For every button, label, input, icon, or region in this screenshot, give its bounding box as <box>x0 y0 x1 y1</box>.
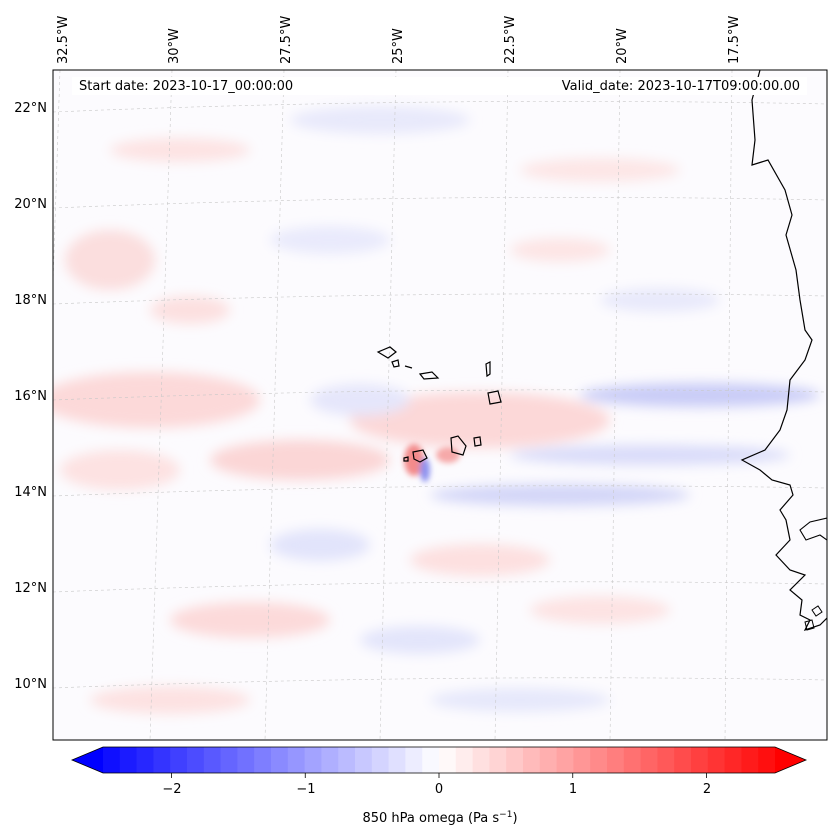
colorbar-tick-label: 2 <box>703 782 711 797</box>
colorbar-cell <box>237 747 255 773</box>
lat-label: 12°N <box>14 581 47 596</box>
colorbar-cell <box>187 747 205 773</box>
colorbar-label-main: 850 hPa omega (Pa s <box>362 811 499 826</box>
africa-coastline <box>740 70 827 632</box>
colorbar-cell <box>371 747 390 773</box>
colorbar-cell <box>254 747 272 773</box>
colorbar-tick-label: −1 <box>296 782 315 797</box>
colorbar-outline <box>70 746 808 774</box>
colorbar-cell <box>573 747 591 773</box>
colorbar-cell <box>489 747 507 773</box>
lat-label: 16°N <box>14 389 47 404</box>
valid-date-text: Valid_date: 2023-10-17T09:00:00.00 <box>562 79 800 94</box>
colorbar-cell <box>271 747 289 773</box>
colorbar-label-exponent: −1 <box>499 810 512 820</box>
colorbar-cell <box>355 747 373 773</box>
colorbar-cell <box>691 747 709 773</box>
colorbar-cell <box>741 747 759 773</box>
lon-label: 25°W <box>391 28 406 64</box>
omega-island-dipole <box>404 444 460 482</box>
colorbar-cell <box>136 747 154 773</box>
coast-islets <box>804 605 823 631</box>
colorbar-cell <box>556 747 574 773</box>
colorbar-cell <box>220 747 238 773</box>
omega-field <box>53 106 820 714</box>
colorbar-extend-min <box>72 747 103 773</box>
colorbar-cell <box>523 747 541 773</box>
colorbar-cell <box>758 747 776 773</box>
colorbar-cell <box>203 747 222 773</box>
colorbar: −2 −1 0 1 2 850 hPa omega (Pa s−1) <box>70 746 808 826</box>
colorbar-cell <box>119 747 138 773</box>
map-panel <box>53 70 827 740</box>
colorbar-cell <box>724 747 742 773</box>
colorbar-cell <box>103 747 121 773</box>
cape-verde-islands <box>376 346 502 463</box>
colorbar-cell <box>405 747 423 773</box>
graticule <box>53 70 827 740</box>
start-date-text: Start date: 2023-10-17_00:00:00 <box>79 79 293 94</box>
colorbar-tick-label: −2 <box>162 782 181 797</box>
colorbar-cell <box>338 747 356 773</box>
colorbar-cell <box>422 747 440 773</box>
colorbar-ticks <box>171 773 707 778</box>
lon-label: 20°W <box>615 28 630 64</box>
colorbar-cell <box>590 747 608 773</box>
colorbar-cell <box>674 747 692 773</box>
lat-label: 18°N <box>14 293 47 308</box>
lon-label: 22.5°W <box>503 16 518 64</box>
colorbar-cell <box>321 747 339 773</box>
header-strip <box>72 77 807 95</box>
colorbar-tick-label: 0 <box>435 782 443 797</box>
coast-bissagos <box>799 517 827 541</box>
colorbar-cell <box>287 747 306 773</box>
colorbar-cell <box>506 747 524 773</box>
colorbar-cell <box>607 747 625 773</box>
colorbar-tick-label: 1 <box>569 782 577 797</box>
lon-label: 17.5°W <box>727 16 742 64</box>
longitude-labels: 32.5°W 30°W 27.5°W 25°W 22.5°W 20°W 17.5… <box>56 16 742 64</box>
colorbar-cell <box>539 747 558 773</box>
colorbar-cell <box>707 747 726 773</box>
colorbar-extend-max <box>775 747 806 773</box>
lat-label: 20°N <box>14 197 47 212</box>
colorbar-cell <box>388 747 406 773</box>
colorbar-cell <box>640 747 658 773</box>
colorbar-label-close: ) <box>512 811 517 826</box>
colorbar-cells <box>72 747 806 773</box>
colorbar-cell <box>472 747 490 773</box>
latitude-labels: 22°N 20°N 18°N 16°N 14°N 12°N 10°N <box>14 101 47 692</box>
lon-label: 27.5°W <box>279 16 294 64</box>
lon-label: 32.5°W <box>56 16 71 64</box>
lon-label: 30°W <box>167 28 182 64</box>
lat-label: 10°N <box>14 677 47 692</box>
colorbar-cell <box>657 747 675 773</box>
colorbar-cell <box>170 747 188 773</box>
colorbar-cell <box>455 747 474 773</box>
map-frame <box>52 69 828 741</box>
colorbar-label: 850 hPa omega (Pa s−1) <box>362 810 517 826</box>
colorbar-cell <box>304 747 322 773</box>
colorbar-cell <box>623 747 642 773</box>
colorbar-cell <box>153 747 171 773</box>
lat-label: 14°N <box>14 485 47 500</box>
lat-label: 22°N <box>14 101 47 116</box>
colorbar-cell <box>439 747 457 773</box>
